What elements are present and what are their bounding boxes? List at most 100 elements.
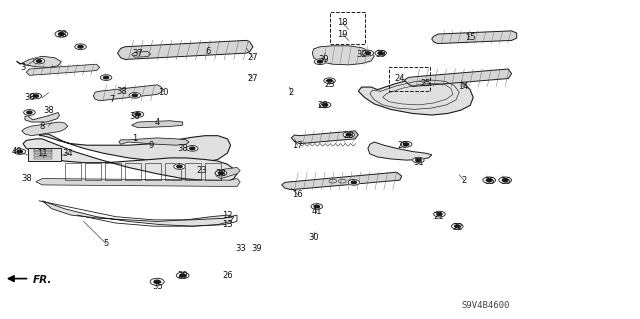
Circle shape [317, 60, 323, 63]
Bar [34, 154, 52, 156]
Text: FR.: FR. [33, 275, 52, 285]
Text: 29: 29 [398, 141, 408, 150]
Text: 38: 38 [56, 30, 67, 39]
Circle shape [319, 102, 331, 108]
Text: 9: 9 [148, 141, 154, 150]
Polygon shape [119, 138, 189, 145]
Polygon shape [291, 131, 358, 144]
Circle shape [452, 223, 463, 229]
Text: 31: 31 [413, 158, 424, 167]
Circle shape [33, 95, 38, 97]
Text: 10: 10 [158, 88, 169, 97]
Text: 41: 41 [312, 207, 322, 216]
Bar [145, 163, 161, 180]
Circle shape [401, 141, 412, 147]
Circle shape [58, 33, 64, 35]
Circle shape [365, 52, 371, 54]
Text: 20: 20 [344, 131, 354, 140]
Circle shape [30, 93, 42, 99]
Bar [65, 163, 81, 180]
Circle shape [218, 172, 223, 174]
Text: 22: 22 [452, 223, 463, 232]
Circle shape [104, 76, 109, 79]
Text: 8: 8 [40, 122, 45, 131]
Circle shape [327, 79, 332, 82]
Text: 24: 24 [395, 74, 405, 83]
Circle shape [434, 211, 445, 217]
Circle shape [413, 157, 424, 163]
Text: 16: 16 [292, 190, 303, 199]
Polygon shape [132, 121, 182, 128]
Polygon shape [282, 172, 402, 190]
Text: 38: 38 [44, 106, 54, 115]
Text: 39: 39 [318, 55, 328, 64]
Text: 38: 38 [21, 174, 31, 183]
Circle shape [14, 149, 26, 154]
Circle shape [78, 46, 83, 48]
Text: 38: 38 [129, 112, 140, 121]
Text: 28: 28 [318, 101, 328, 110]
Circle shape [24, 110, 35, 115]
Text: 32: 32 [356, 50, 367, 59]
Circle shape [324, 78, 335, 84]
Text: 38: 38 [116, 87, 127, 96]
Bar [105, 163, 121, 180]
Bar [185, 163, 201, 180]
Text: 7: 7 [110, 95, 115, 104]
Circle shape [55, 31, 68, 37]
Text: 2: 2 [461, 176, 467, 185]
Circle shape [189, 147, 195, 150]
Circle shape [100, 75, 112, 80]
Text: 3: 3 [20, 63, 26, 72]
Polygon shape [358, 77, 473, 115]
Text: 2: 2 [289, 88, 294, 97]
Circle shape [314, 205, 319, 208]
Circle shape [176, 272, 189, 278]
Polygon shape [312, 46, 374, 65]
Circle shape [215, 170, 227, 176]
Text: 34: 34 [63, 149, 73, 158]
Polygon shape [17, 56, 61, 67]
Circle shape [132, 94, 138, 97]
Text: 4: 4 [154, 118, 160, 128]
Circle shape [486, 179, 492, 182]
Text: 23: 23 [196, 166, 207, 175]
Polygon shape [22, 122, 68, 136]
Polygon shape [93, 85, 164, 101]
Text: 40: 40 [12, 147, 22, 156]
Text: 27: 27 [248, 53, 259, 62]
Text: 35: 35 [152, 282, 163, 291]
Polygon shape [404, 69, 511, 86]
Polygon shape [28, 148, 61, 161]
Circle shape [483, 177, 495, 183]
Circle shape [437, 213, 442, 215]
Polygon shape [26, 64, 100, 75]
Circle shape [348, 180, 360, 185]
Bar [34, 157, 52, 159]
Circle shape [378, 52, 383, 54]
Text: 38: 38 [177, 144, 188, 153]
Circle shape [314, 59, 326, 64]
Text: 35: 35 [484, 177, 495, 186]
Text: 6: 6 [205, 47, 211, 56]
Circle shape [323, 104, 328, 106]
Circle shape [173, 164, 185, 169]
Text: 39: 39 [375, 50, 386, 59]
Bar [205, 163, 221, 180]
Text: 5: 5 [104, 239, 109, 248]
Polygon shape [118, 41, 253, 59]
Text: 21: 21 [433, 212, 444, 221]
Text: S9V4B4600: S9V4B4600 [462, 301, 510, 310]
Bar [389, 67, 431, 91]
Circle shape [404, 143, 409, 145]
Bar [165, 163, 181, 180]
Circle shape [346, 133, 351, 136]
Text: 38: 38 [216, 169, 227, 178]
Polygon shape [132, 51, 151, 57]
Text: 39: 39 [251, 244, 262, 253]
Text: 25: 25 [420, 79, 431, 88]
Polygon shape [36, 179, 240, 187]
Bar [34, 152, 52, 153]
Circle shape [129, 93, 141, 98]
Circle shape [136, 113, 141, 116]
